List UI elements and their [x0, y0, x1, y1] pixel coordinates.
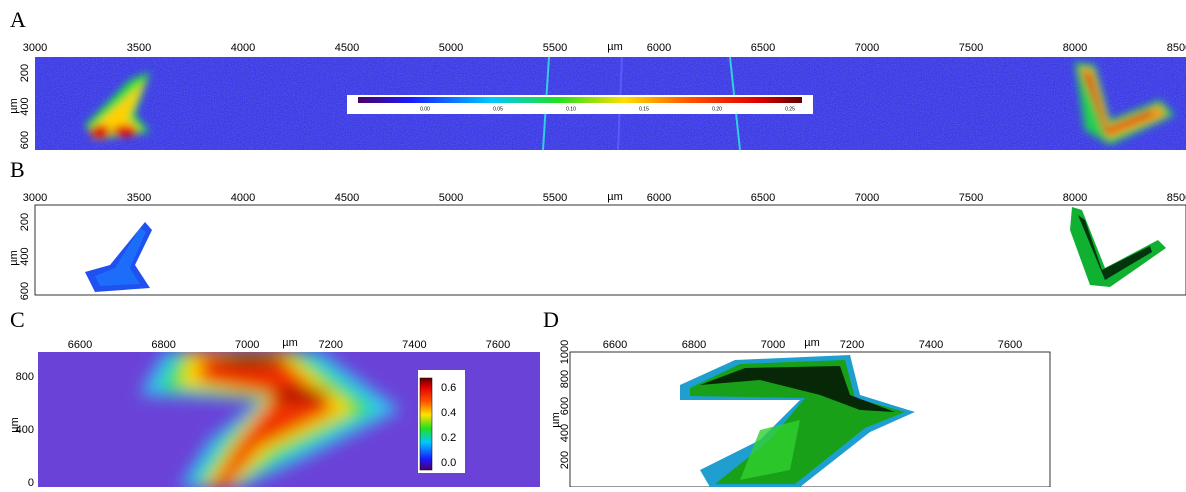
y-unit: µm	[9, 417, 21, 433]
colorbar-tick-label: 0.6	[441, 382, 456, 394]
x-tick-label: 6800	[682, 339, 706, 351]
colorbar-tick-label: 0.05	[493, 106, 503, 112]
x-tick-label: 7400	[402, 339, 426, 351]
x-tick-label: 7000	[235, 339, 259, 351]
x-tick-label: 6500	[751, 192, 775, 204]
colorbar-tick-label: 0.00	[420, 106, 430, 112]
mask-d	[680, 355, 915, 487]
colorbar	[419, 377, 433, 471]
x-tick-label: 6500	[751, 42, 775, 54]
panel-label: B	[10, 157, 25, 182]
colorbar-tick-label: 0.20	[712, 106, 722, 112]
colorbar-tick-label: 0.4	[441, 407, 456, 419]
x-tick-label: 5000	[439, 192, 463, 204]
colorbar-tick-label: 0.0	[441, 457, 456, 469]
y-tick-label: 600	[559, 397, 571, 415]
x-tick-label: 5500	[543, 42, 567, 54]
y-tick-label: 800	[16, 371, 34, 383]
x-tick-label: 5500	[543, 192, 567, 204]
y-tick-label: 0	[28, 477, 34, 487]
y-unit: µm	[550, 412, 562, 428]
x-tick-label: 7500	[959, 192, 983, 204]
y-tick-label: 800	[559, 370, 571, 388]
x-tick-label: 4000	[231, 192, 255, 204]
x-unit: µm	[282, 337, 298, 349]
x-tick-label: 7500	[959, 42, 983, 54]
x-tick-label: 4500	[335, 192, 359, 204]
y-tick-label: 1000	[559, 340, 571, 364]
colorbar	[358, 97, 802, 103]
x-unit: µm	[804, 337, 820, 349]
x-tick-label: 7400	[919, 339, 943, 351]
y-unit: µm	[8, 250, 20, 266]
x-tick-label: 6000	[647, 42, 671, 54]
colorbar-tick-label: 0.2	[441, 432, 456, 444]
y-tick-label: 600	[19, 282, 31, 300]
x-tick-label: 7600	[486, 339, 510, 351]
panel-label: C	[10, 307, 25, 332]
x-tick-label: 6600	[603, 339, 627, 351]
y-tick-label: 400	[559, 424, 571, 442]
x-tick-label: 8500	[1167, 42, 1186, 54]
y-tick-label: 200	[19, 213, 31, 231]
colorbar-tick-label: 0.15	[639, 106, 649, 112]
y-tick-label: 200	[559, 451, 571, 469]
x-tick-label: 7600	[998, 339, 1022, 351]
y-tick-label: 600	[19, 131, 31, 149]
y-tick-label: 400	[19, 97, 31, 115]
x-tick-label: 7000	[761, 339, 785, 351]
x-tick-label: 5000	[439, 42, 463, 54]
x-tick-label: 3500	[127, 192, 151, 204]
x-unit: µm	[607, 41, 623, 53]
colorbar-tick-label: 0.10	[566, 106, 576, 112]
image-b	[34, 204, 1186, 296]
panel-label: D	[543, 307, 559, 332]
y-unit: µm	[8, 98, 20, 114]
panel-label: A	[10, 7, 26, 32]
x-tick-label: 7200	[840, 339, 864, 351]
x-tick-label: 4500	[335, 42, 359, 54]
x-tick-label: 6600	[68, 339, 92, 351]
x-tick-label: 7000	[855, 42, 879, 54]
y-tick-label: 400	[19, 247, 31, 265]
x-tick-label: 7200	[319, 339, 343, 351]
x-tick-label: 6000	[647, 192, 671, 204]
x-tick-label: 3000	[23, 42, 47, 54]
x-unit: µm	[607, 191, 623, 203]
y-tick-label: 200	[19, 64, 31, 82]
x-tick-label: 7000	[855, 192, 879, 204]
x-tick-label: 8000	[1063, 42, 1087, 54]
mask-b	[85, 207, 1166, 292]
x-tick-label: 8000	[1063, 192, 1087, 204]
x-tick-label: 3000	[23, 192, 47, 204]
x-tick-label: 4000	[231, 42, 255, 54]
y-tick-label: 400	[16, 424, 34, 436]
x-tick-label: 8500	[1167, 192, 1186, 204]
colorbar-tick-label: 0.25	[785, 106, 795, 112]
x-tick-label: 3500	[127, 42, 151, 54]
x-tick-label: 6800	[151, 339, 175, 351]
